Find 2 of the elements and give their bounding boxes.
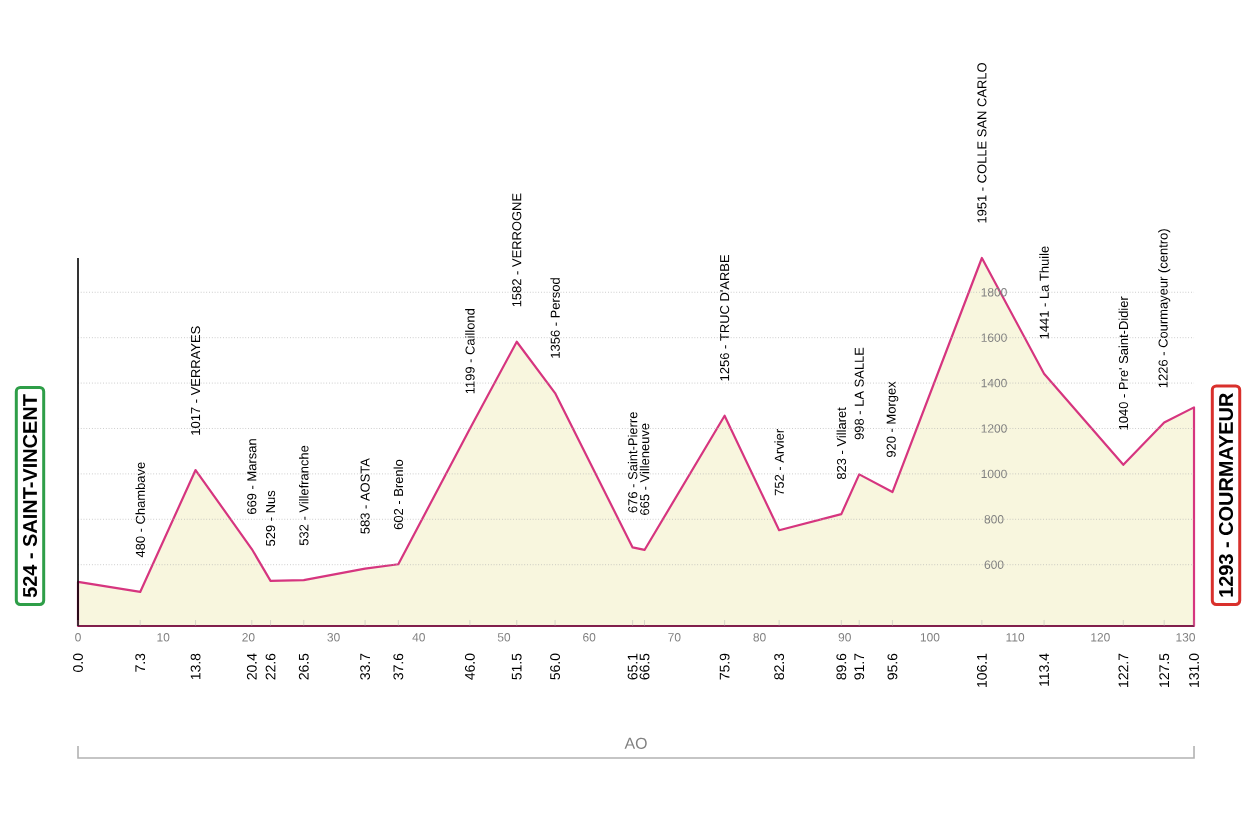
annotation: 524 - SAINT-VINCENT (22, 394, 38, 598)
annotation: 1293 - COURMAYEUR (1218, 393, 1234, 597)
